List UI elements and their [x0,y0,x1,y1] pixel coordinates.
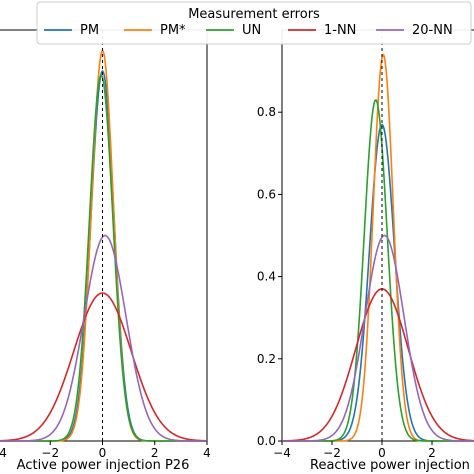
right-x-ticks: −4 −2 0 2 [273,441,436,460]
left-series-un [0,74,207,442]
left-x-tick-label: 2 [151,446,159,460]
legend-label-20-nn: 20-NN [412,23,453,38]
left-series-pm [0,69,207,442]
left-series-pm- [0,49,207,442]
right-x-tick-label: 0 [378,446,386,460]
left-x-tick-label: −2 [41,446,59,460]
left-series-1-nn [0,292,208,442]
right-x-axis-label: Reactive power injection [310,458,470,473]
right-x-tick-label: −4 [273,446,291,460]
right-series-group [281,54,474,442]
left-x-axis-label: Active power injection P26 [17,458,190,473]
legend-label-1-nn: 1-NN [324,23,356,38]
legend: Measurement errors PM PM* UN 1-NN 20-NN [36,1,472,45]
left-x-tick-label: −4 [0,446,7,460]
legend-label-pm-: PM* [160,23,186,38]
legend-label-pm: PM [80,23,99,38]
left-x-tick-label: 4 [203,446,211,460]
right-series-1-nn [281,288,474,442]
legend-label-un: UN [242,23,261,38]
left-x-tick-label: 0 [99,446,107,460]
left-series-20-nn [0,234,207,442]
left-subplot: −4 −2 0 2 4 Active power injection P26 [0,29,211,473]
right-series-20-nn [282,234,474,442]
right-y-tick-label: 0.6 [257,187,276,201]
left-x-ticks: −4 −2 0 2 4 [0,441,211,460]
legend-box [36,1,472,45]
right-x-tick-label: 2 [428,446,436,460]
legend-title: Measurement errors [188,7,320,22]
left-series-group [0,49,208,442]
right-x-tick-label: −2 [323,446,341,460]
right-y-ticks: 0.0 0.2 0.4 0.6 0.8 [257,105,282,448]
right-y-tick-label: 0.0 [257,434,276,448]
right-y-tick-label: 0.8 [257,105,276,119]
right-y-tick-label: 0.4 [257,270,276,284]
right-subplot: −4 −2 0 2 0.0 0.2 0.4 0.6 0.8 Reactive power in… [257,29,474,473]
right-series-un [282,99,474,442]
right-y-tick-label: 0.2 [257,352,276,366]
right-series-pm [282,123,474,442]
legend-entries: PM PM* UN 1-NN 20-NN [44,23,453,38]
